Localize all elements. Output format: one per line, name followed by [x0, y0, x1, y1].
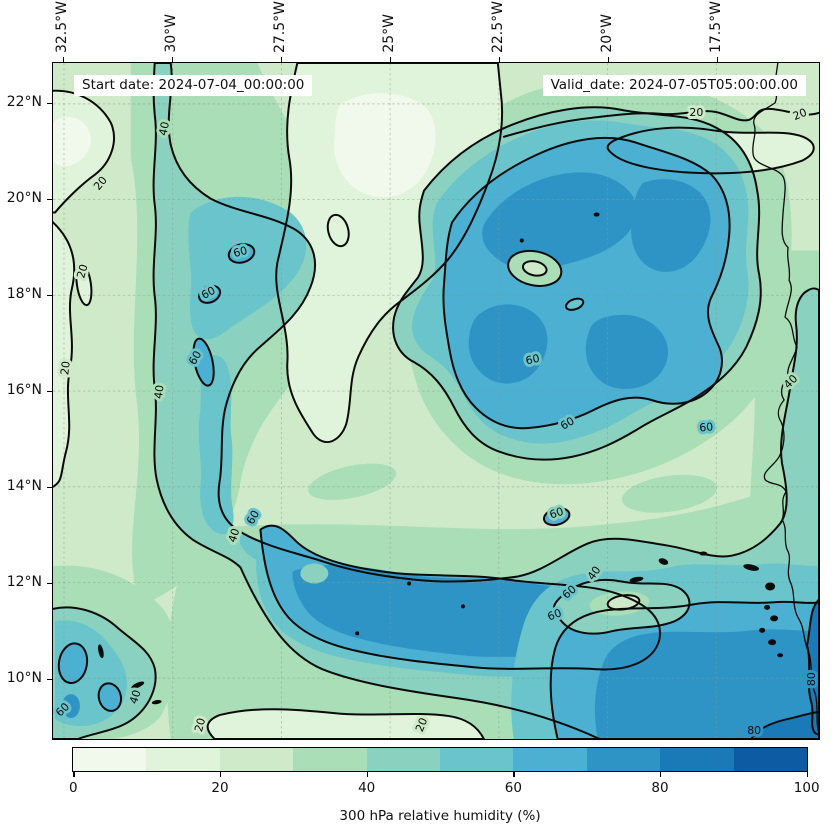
coastline	[752, 63, 819, 734]
colorbar-tick-label: 80	[651, 780, 669, 796]
colorbar-segment	[366, 748, 441, 771]
y-tick-label: 22°N	[6, 94, 42, 110]
colorbar-gradient	[72, 747, 808, 772]
y-tick-label: 16°N	[6, 382, 42, 398]
colorbar-segment	[733, 748, 808, 771]
y-tick-mark	[47, 103, 52, 105]
contour-label: 20	[58, 360, 73, 375]
colorbar-tick-mark	[219, 772, 222, 777]
y-tick-mark	[47, 295, 52, 297]
contour-label: 80	[747, 724, 761, 737]
colorbar-segment	[146, 748, 220, 771]
map-plot-area: 40 20 20 20 60 60 60 40 20 20 60 60 60 40 60 40 60 40 60 60…	[52, 62, 820, 740]
x-tick-mark	[172, 57, 174, 62]
graticule-gridlines	[53, 63, 819, 739]
y-tick-label: 20°N	[6, 190, 42, 206]
colorbar-segment	[73, 748, 147, 771]
y-tick-label: 12°N	[6, 574, 42, 590]
colorbar-segment	[513, 748, 587, 771]
contour-specks	[98, 212, 776, 705]
x-tick-label: 17.5°W	[708, 0, 724, 53]
x-tick-mark	[499, 57, 501, 62]
contour-label: 60	[524, 352, 540, 368]
y-tick-mark	[47, 199, 52, 201]
colorbar-segment	[219, 748, 294, 771]
colorbar-segment	[586, 748, 661, 771]
colorbar-tick-mark	[806, 772, 808, 777]
valid-date-annotation: Valid_date: 2024-07-05T05:00:00.00	[542, 75, 806, 96]
x-tick-mark	[281, 57, 283, 62]
colorbar-tick-mark	[513, 772, 515, 777]
colorbar-tick-label: 60	[504, 780, 522, 796]
colorbar-tick-mark	[660, 772, 662, 777]
y-tick-mark	[47, 583, 52, 585]
colorbar-tick-mark	[73, 772, 75, 777]
y-tick-label: 10°N	[6, 670, 42, 686]
colorbar-segment	[293, 748, 367, 771]
contour-label: 60	[699, 420, 714, 434]
x-tick-label: 30°W	[163, 14, 179, 53]
colorbar-title: 300 hPa relative humidity (%)	[339, 808, 541, 824]
contour-label: 80	[805, 672, 818, 686]
x-tick-mark	[608, 57, 610, 62]
x-tick-label: 27.5°W	[272, 0, 288, 53]
filled-contours	[53, 63, 819, 739]
x-tick-mark	[717, 57, 719, 62]
start-date-annotation: Start date: 2024-07-04_00:00:00	[74, 75, 313, 96]
colorbar-tick-mark	[366, 772, 368, 777]
y-tick-mark	[47, 391, 52, 393]
colorbar: 0 20 40 60 80 100 300 hPa relative humidity (…	[69, 747, 820, 835]
colorbar-tick-label: 40	[358, 780, 376, 796]
colorbar-tick-label: 20	[211, 780, 229, 796]
colorbar-segment	[440, 748, 514, 771]
y-tick-label: 18°N	[6, 286, 42, 302]
x-tick-label: 32.5°W	[54, 0, 70, 53]
y-axis: 22°N 20°N 18°N 16°N 14°N 12°N 10°N	[0, 62, 52, 740]
colorbar-tick-label: 0	[69, 780, 78, 796]
x-axis: 32.5°W 30°W 27.5°W 25°W 22.5°W 20°W 17.5°W	[52, 0, 820, 62]
y-tick-label: 14°N	[6, 478, 42, 494]
contour-label: 40	[152, 384, 167, 399]
x-tick-mark	[63, 57, 65, 62]
contour-label: 20	[689, 106, 703, 119]
colorbar-tick-label: 100	[793, 780, 820, 796]
contour-label: 40	[156, 121, 172, 137]
x-tick-label: 20°W	[599, 14, 615, 53]
colorbar-segment	[660, 748, 734, 771]
x-tick-mark	[390, 57, 392, 62]
y-tick-mark	[47, 487, 52, 489]
x-tick-label: 22.5°W	[490, 0, 506, 53]
y-tick-mark	[47, 679, 52, 681]
x-tick-label: 25°W	[381, 14, 397, 53]
